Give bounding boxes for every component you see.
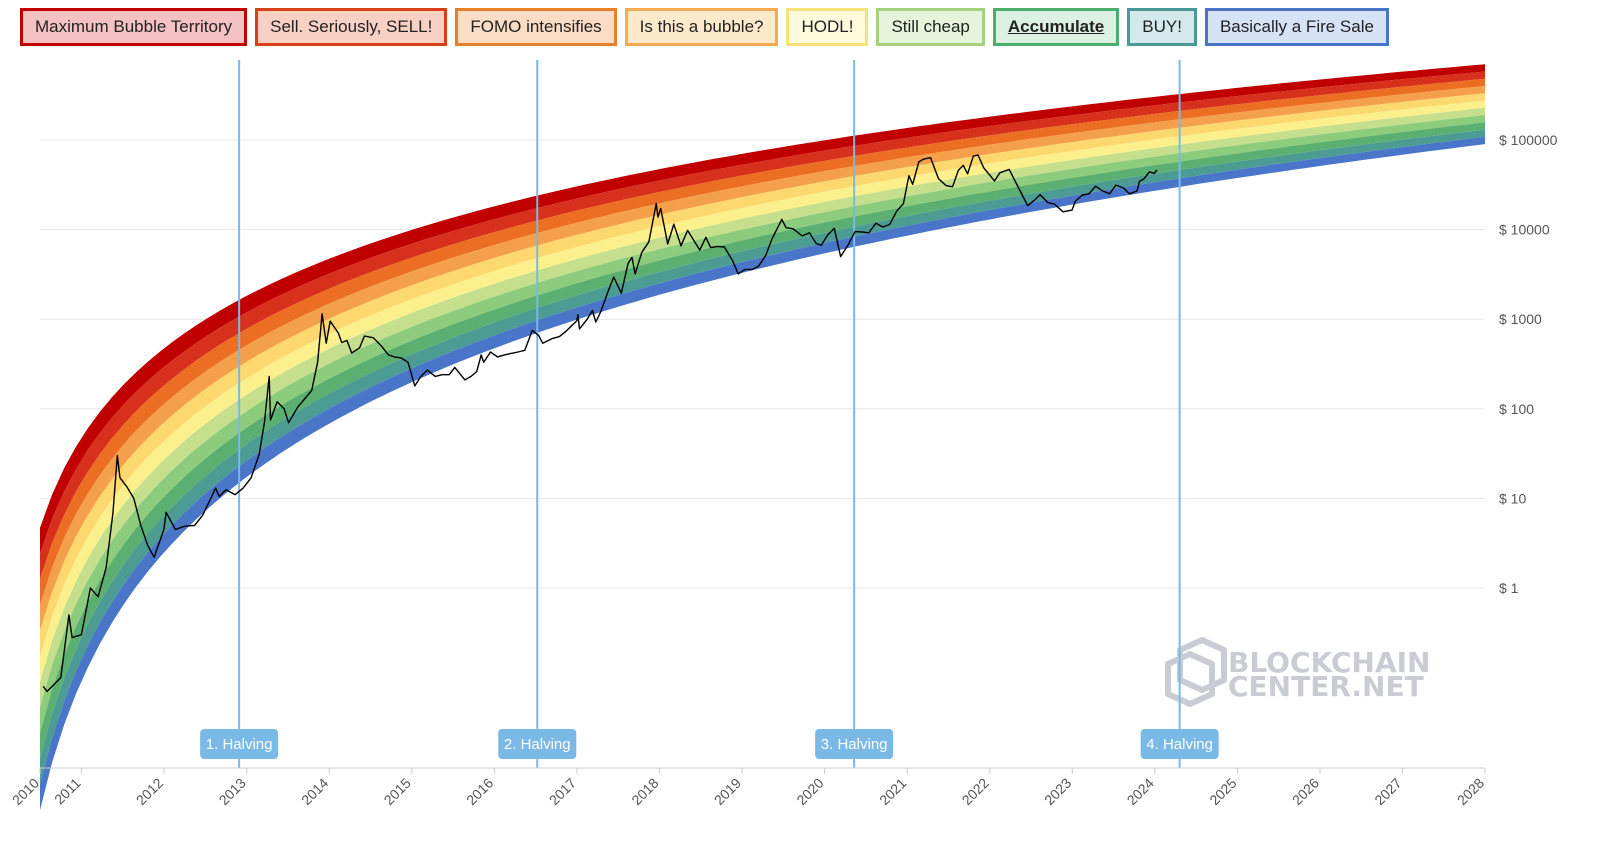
legend-button-is-this-a-bubble[interactable]: Is this a bubble? <box>624 8 779 46</box>
x-tick-label: 2022 <box>959 775 992 808</box>
legend-button-basically-a-fire-sale[interactable]: Basically a Fire Sale <box>1204 8 1389 46</box>
legend-button-fomo-intensifies[interactable]: FOMO intensifies <box>455 8 617 46</box>
x-tick-label: 2027 <box>1371 775 1404 808</box>
halving-label-text: 2. Halving <box>504 736 571 753</box>
x-tick-label: 2011 <box>51 775 84 808</box>
x-tick-label: 2017 <box>546 775 579 808</box>
x-axis: 2010 2011 2012 2013 2014 2015 2016 2017 2018 2019… <box>9 767 1487 808</box>
x-tick-label: 2018 <box>628 775 661 808</box>
halving-label-text: 4. Halving <box>1146 736 1213 753</box>
halving-label-1[interactable]: 1. Halving <box>200 729 279 759</box>
halving-label-bg <box>1140 729 1219 759</box>
x-tick-label: 2025 <box>1206 775 1239 808</box>
watermark-text-net: .NET <box>1351 670 1423 703</box>
halving-label-text: 1. Halving <box>206 736 273 753</box>
halving-label-bg <box>815 729 894 759</box>
y-tick-label: $ 100000 <box>1499 132 1558 148</box>
y-tick-label: $ 1 <box>1499 580 1519 596</box>
x-tick-label: 2019 <box>711 775 744 808</box>
legend-button-buy[interactable]: BUY! <box>1127 8 1197 46</box>
x-tick-label: 2020 <box>793 775 826 808</box>
y-tick-label: $ 100 <box>1499 401 1534 417</box>
halving-label-3[interactable]: 3. Halving <box>815 729 894 759</box>
watermark-text-line2: CENTER.NET <box>1228 670 1424 703</box>
x-tick-label: 2028 <box>1454 775 1487 808</box>
legend-button-maximum-bubble-territory[interactable]: Maximum Bubble Territory <box>20 8 248 46</box>
y-tick-label: $ 10000 <box>1499 222 1550 238</box>
watermark-text-line1: BLOCKCHAIN <box>1228 646 1430 679</box>
x-tick-label: 2012 <box>133 775 166 808</box>
halving-markers: 1. Halving 2. Halving 3. Halving 4. Halving <box>200 60 1219 768</box>
blockchaincenter-watermark: BLOCKCHAIN CENTER.NET <box>1165 637 1430 707</box>
legend-button-sell-seriously-sell[interactable]: Sell. Seriously, SELL! <box>255 8 448 46</box>
halving-label-4[interactable]: 4. Halving <box>1140 729 1219 759</box>
x-tick-label: 2026 <box>1289 775 1322 808</box>
halving-label-text: 3. Halving <box>821 736 888 753</box>
x-tick-label: 2023 <box>1041 775 1074 808</box>
x-tick-label: 2021 <box>876 775 909 808</box>
blockchaincenter-logo-icon <box>1165 637 1227 707</box>
x-tick-label: 2013 <box>216 775 249 808</box>
price-line <box>42 154 1158 693</box>
legend: Maximum Bubble Territory Sell. Seriously,… <box>20 8 1389 46</box>
x-tick-label: 2024 <box>1124 775 1157 808</box>
halving-label-bg <box>200 729 279 759</box>
y-tick-label: $ 1000 <box>1499 311 1542 327</box>
legend-button-accumulate[interactable]: Accumulate <box>992 8 1120 46</box>
watermark-text-center: CENTER <box>1228 670 1351 703</box>
halving-label-bg <box>498 729 577 759</box>
y-axis-ticks: $ 100000 $ 10000 $ 1000 $ 100 $ 10 $ 1 <box>1499 132 1558 596</box>
y-tick-label: $ 10 <box>1499 490 1526 506</box>
x-tick-label: 2010 <box>9 775 42 808</box>
legend-button-still-cheap[interactable]: Still cheap <box>876 8 985 46</box>
halving-label-2[interactable]: 2. Halving <box>498 729 577 759</box>
x-tick-label: 2014 <box>298 775 331 808</box>
legend-button-hodl[interactable]: HODL! <box>786 8 869 46</box>
x-tick-label: 2015 <box>381 775 414 808</box>
x-tick-label: 2016 <box>463 775 496 808</box>
